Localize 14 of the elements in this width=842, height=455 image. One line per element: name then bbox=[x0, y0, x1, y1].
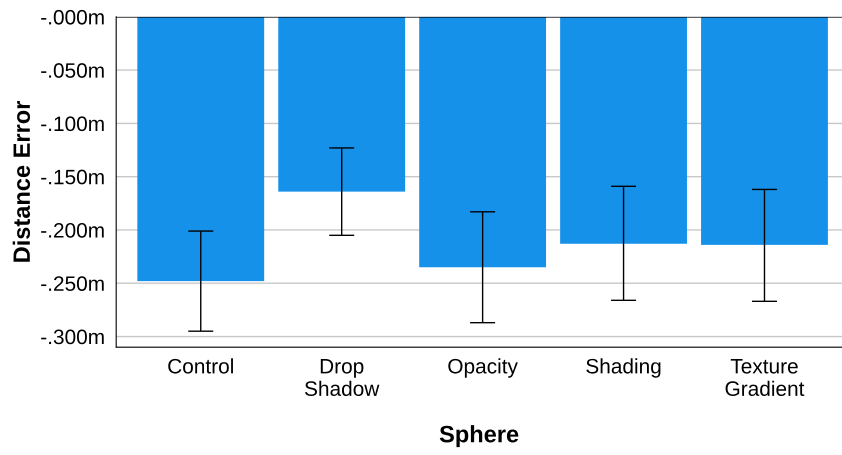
y-tick-label: -.150m bbox=[41, 170, 104, 184]
y-axis-title: Distance Error bbox=[12, 100, 30, 262]
x-tick-label: Opacity bbox=[448, 358, 518, 378]
x-tick-label: Texture Gradient bbox=[726, 359, 804, 396]
y-tick-label: -.100m bbox=[41, 116, 104, 132]
y-tick-label: -.000m bbox=[41, 10, 104, 25]
x-tick-label: Drop Shadow bbox=[304, 359, 380, 396]
y-tick-label: -.250m bbox=[41, 276, 104, 291]
y-tick-label: -.050m bbox=[41, 63, 104, 78]
x-axis-title: Sphere bbox=[440, 425, 518, 448]
x-tick-label: Control bbox=[168, 358, 233, 374]
y-tick-label: -.200m bbox=[41, 222, 104, 238]
x-tick-label: Shading bbox=[586, 358, 660, 378]
y-tick-label: -.300m bbox=[41, 330, 104, 344]
